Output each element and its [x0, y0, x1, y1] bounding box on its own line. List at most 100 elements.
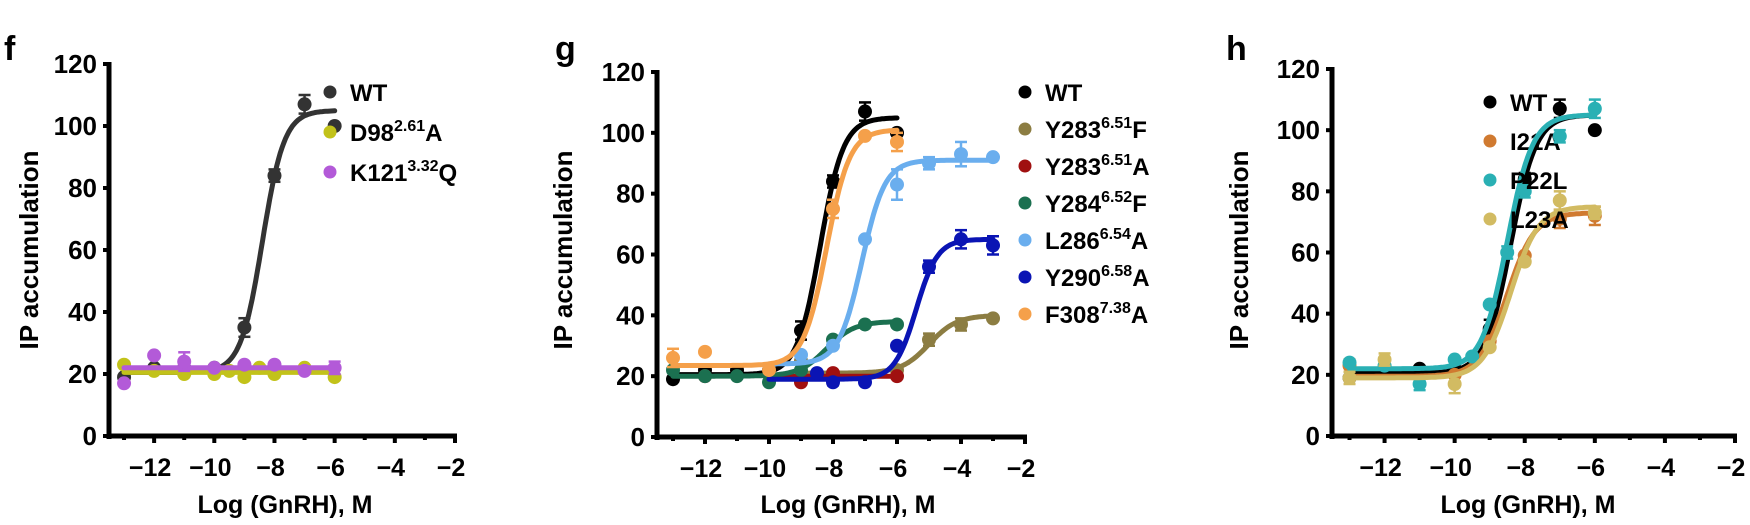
- x-tick-label: −12: [1359, 454, 1401, 482]
- data-point: [666, 350, 680, 365]
- legend-entry: F3087.38A: [1018, 300, 1148, 329]
- legend-label: WT: [1045, 80, 1083, 107]
- data-point: [147, 348, 162, 363]
- x-tick-label: −10: [189, 454, 231, 482]
- series-k121-3-32-q: [117, 348, 342, 391]
- data-point: [1412, 377, 1427, 392]
- data-point: [954, 317, 968, 332]
- data-point: [922, 332, 936, 347]
- legend-marker: [1018, 307, 1032, 321]
- x-axis-title: Log (GnRH), M: [1441, 491, 1616, 519]
- y-tick-label: 20: [616, 361, 645, 391]
- legend-entry: Y2836.51F: [1018, 115, 1147, 144]
- x-tick-label: −12: [680, 455, 722, 483]
- x-tick-label: −2: [437, 454, 466, 482]
- legend-marker: [323, 125, 337, 139]
- x-tick-label: −4: [943, 455, 972, 483]
- legend-entry: I21A: [1483, 129, 1561, 156]
- data-point: [1342, 370, 1357, 385]
- data-point: [922, 259, 936, 274]
- legend-label: Y2836.51F: [1045, 115, 1147, 144]
- data-point: [826, 375, 840, 390]
- data-point: [890, 369, 904, 384]
- y-tick-label: 60: [1291, 238, 1320, 268]
- data-point: [1447, 377, 1462, 392]
- data-point: [267, 168, 282, 183]
- data-point: [890, 177, 904, 192]
- data-point: [858, 317, 872, 332]
- legend-marker: [1483, 95, 1497, 109]
- data-point: [1447, 352, 1462, 367]
- data-point: [1465, 349, 1480, 364]
- legend-marker: [1018, 196, 1032, 210]
- data-point: [826, 338, 840, 353]
- y-tick-label: 0: [1306, 421, 1320, 451]
- series-l286-6-54-a: [766, 140, 1000, 367]
- data-point: [327, 360, 342, 375]
- y-tick-label: 100: [1277, 115, 1320, 145]
- y-tick-label: 20: [1291, 360, 1320, 390]
- y-tick-label: 120: [1277, 54, 1320, 84]
- x-axis-title: Log (GnRH), M: [761, 491, 936, 519]
- data-point: [177, 354, 192, 369]
- legend-label: Y2846.52F: [1045, 189, 1147, 218]
- panel-label: h: [1226, 30, 1247, 68]
- data-point: [954, 147, 968, 162]
- y-tick-label: 0: [631, 422, 645, 452]
- y-tick-label: 80: [68, 173, 97, 203]
- legend-marker: [1483, 134, 1497, 148]
- legend-label: Y2836.51A: [1045, 152, 1150, 181]
- x-tick-label: −4: [1647, 454, 1676, 482]
- y-tick-label: 100: [54, 111, 97, 141]
- legend-marker: [1483, 173, 1497, 187]
- data-point: [794, 363, 808, 378]
- legend-entry: Y2906.58A: [1018, 263, 1150, 292]
- legend-entry: WT: [1483, 90, 1548, 117]
- legend-label: L23A: [1510, 207, 1569, 234]
- data-point: [698, 369, 712, 384]
- y-axis-title: IP accumulation: [1224, 151, 1254, 350]
- series-wt: [117, 93, 342, 385]
- legend-marker: [323, 165, 337, 179]
- y-tick-label: 80: [1291, 176, 1320, 206]
- data-point: [237, 370, 252, 385]
- data-point: [1517, 254, 1532, 269]
- legend-label: K1213.32Q: [350, 158, 457, 187]
- series-y290-6-58-a: [766, 228, 1000, 390]
- legend-marker: [323, 85, 337, 99]
- fit-curve: [670, 127, 900, 368]
- legend-entry: Y2836.51A: [1018, 152, 1150, 181]
- y-tick-label: 40: [616, 300, 645, 330]
- y-tick-label: 120: [54, 49, 97, 79]
- data-point: [858, 104, 872, 119]
- y-tick-label: 40: [68, 297, 97, 327]
- panel-label: f: [4, 30, 16, 68]
- data-point: [1482, 340, 1497, 355]
- fit-curve: [121, 108, 338, 375]
- data-point: [922, 156, 936, 171]
- data-point: [890, 317, 904, 332]
- data-point: [730, 369, 744, 384]
- data-point: [1500, 245, 1515, 260]
- data-point: [986, 238, 1000, 253]
- data-point: [297, 97, 312, 112]
- data-point: [297, 363, 312, 378]
- series-p22l: [1342, 98, 1602, 392]
- data-point: [698, 344, 712, 359]
- data-point: [986, 311, 1000, 326]
- data-point: [237, 320, 252, 335]
- panel-g: g IP accumulation Log (GnRH), M 0 20 40 60 8…: [548, 30, 1150, 519]
- data-point: [810, 366, 824, 381]
- data-point: [1587, 205, 1602, 220]
- fit-curve: [1347, 204, 1598, 381]
- x-tick-label: −8: [256, 454, 285, 482]
- x-tick-label: −2: [1007, 455, 1036, 483]
- legend-marker: [1018, 270, 1032, 284]
- legend-label: D982.61A: [350, 118, 443, 147]
- data-point: [858, 375, 872, 390]
- legend-label: L2866.54A: [1045, 226, 1148, 255]
- data-point: [1377, 352, 1392, 367]
- data-point: [826, 174, 840, 189]
- legend-label: Y2906.58A: [1045, 263, 1150, 292]
- x-tick-label: −10: [744, 455, 786, 483]
